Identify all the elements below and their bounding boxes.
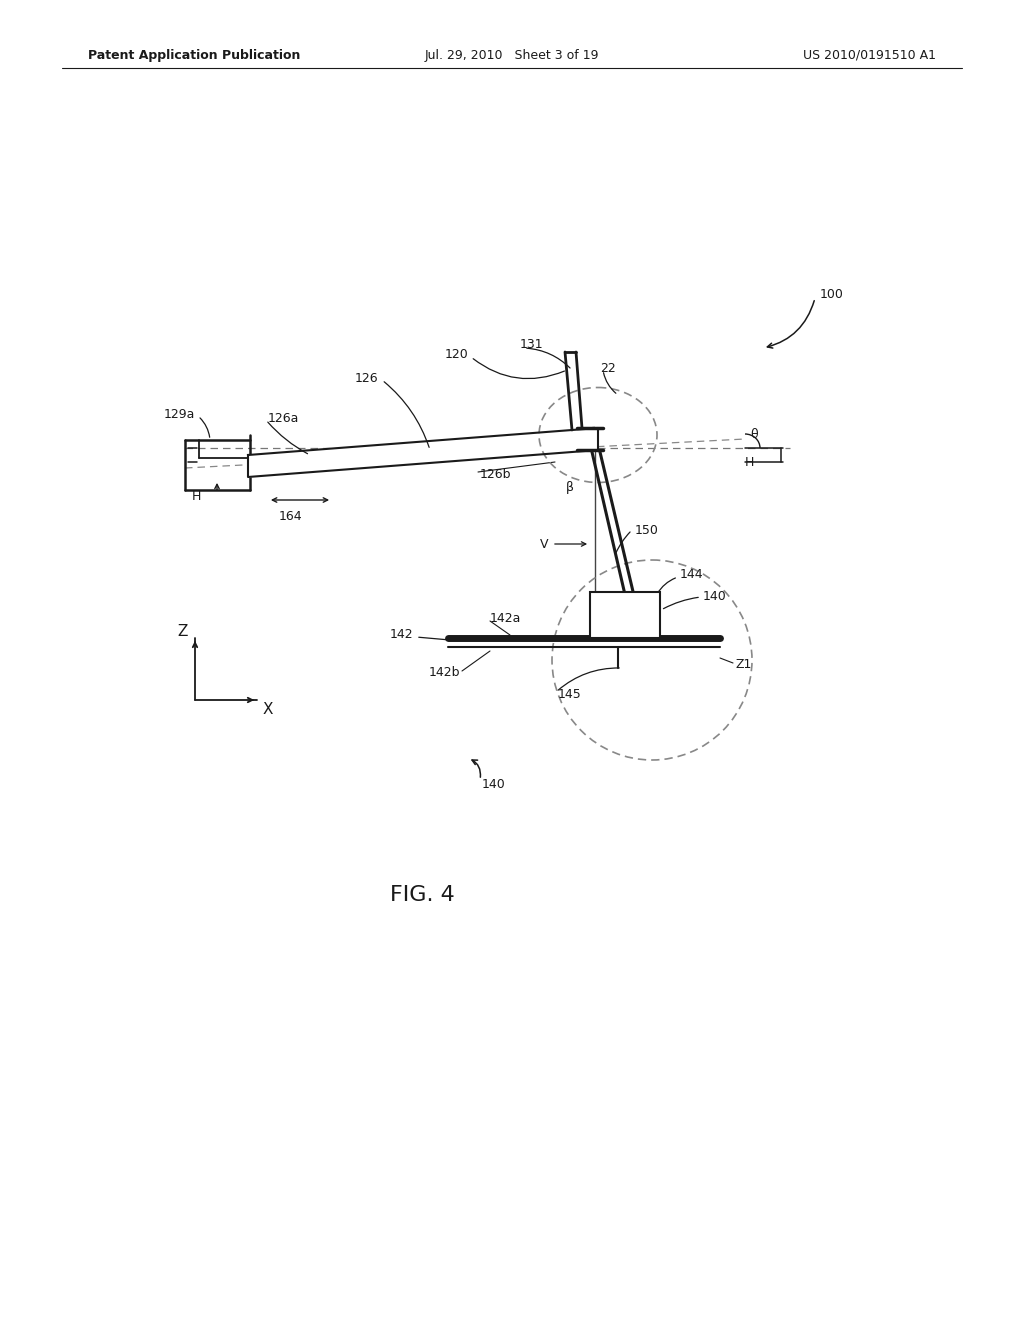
Text: H: H xyxy=(193,490,202,503)
Text: US 2010/0191510 A1: US 2010/0191510 A1 xyxy=(803,49,936,62)
Text: 140: 140 xyxy=(703,590,727,602)
Text: 142b: 142b xyxy=(428,665,460,678)
Text: X: X xyxy=(263,702,273,717)
Text: 126b: 126b xyxy=(480,467,512,480)
Text: 150: 150 xyxy=(635,524,658,536)
Text: FIG. 4: FIG. 4 xyxy=(390,884,455,906)
Text: V: V xyxy=(540,537,548,550)
Text: 140: 140 xyxy=(482,777,506,791)
Text: θ: θ xyxy=(750,429,758,441)
Text: 142: 142 xyxy=(389,628,413,642)
Text: 131: 131 xyxy=(520,338,544,351)
Text: 120: 120 xyxy=(444,348,468,362)
Text: 22: 22 xyxy=(600,362,615,375)
Text: 100: 100 xyxy=(820,289,844,301)
Text: 145: 145 xyxy=(558,688,582,701)
Text: H: H xyxy=(745,455,755,469)
Text: 129a: 129a xyxy=(164,408,195,421)
Text: Z1: Z1 xyxy=(735,659,752,672)
Text: 144: 144 xyxy=(680,569,703,582)
Text: 126: 126 xyxy=(354,371,378,384)
Bar xyxy=(590,591,660,638)
Text: 142a: 142a xyxy=(490,611,521,624)
Text: Z: Z xyxy=(178,624,188,639)
Text: Patent Application Publication: Patent Application Publication xyxy=(88,49,300,62)
Text: 164: 164 xyxy=(279,510,302,523)
Polygon shape xyxy=(248,428,598,477)
Text: β: β xyxy=(566,480,574,494)
Text: Jul. 29, 2010   Sheet 3 of 19: Jul. 29, 2010 Sheet 3 of 19 xyxy=(425,49,599,62)
Text: 126a: 126a xyxy=(268,412,299,425)
